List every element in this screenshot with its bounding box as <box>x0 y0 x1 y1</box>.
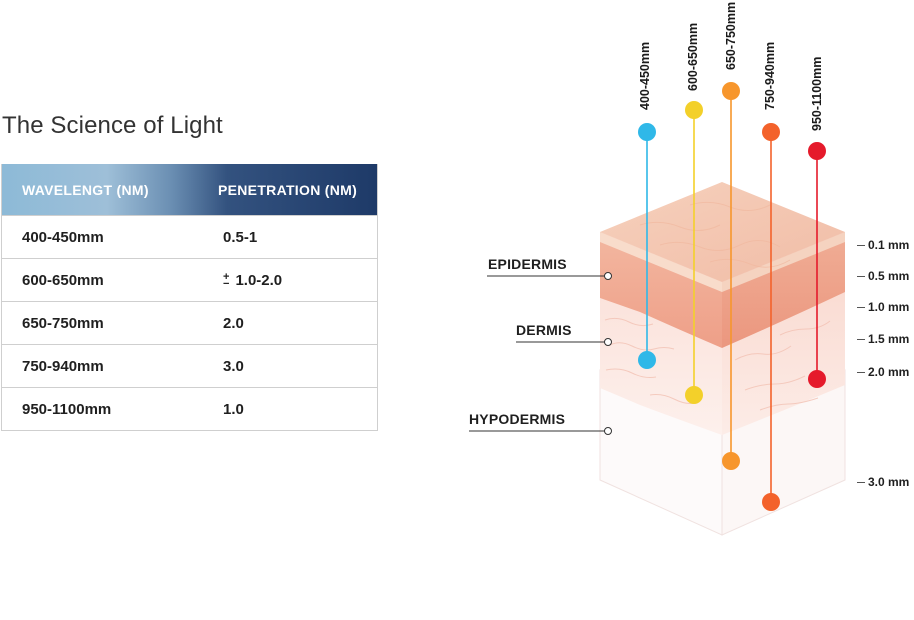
plus-minus-icon: + − <box>223 270 230 290</box>
wavelength-label-750: 750-940mm <box>763 41 777 110</box>
cell-wavelength: 650-750mm <box>22 314 104 332</box>
depth-label: 0.1 mm <box>857 238 909 252</box>
table-row: 950-1100mm 1.0 <box>2 387 377 430</box>
header-penetration: PENETRATION (NM) <box>218 181 358 198</box>
table-row: 600-650mm + − 1.0-2.0 <box>2 258 377 301</box>
depth-label: 1.5 mm <box>857 332 909 346</box>
beam-end-dot-600-650 <box>685 386 703 404</box>
epidermis-layer <box>600 182 845 348</box>
cell-wavelength: 600-650mm <box>22 271 104 289</box>
beam-end-dot-400-450 <box>638 351 656 369</box>
beam-end-dot-650-750 <box>722 452 740 470</box>
cell-wavelength: 950-1100mm <box>22 400 112 418</box>
beam-end-dot-950-1100 <box>808 370 826 388</box>
beam-start-dot-600-650 <box>685 101 703 119</box>
beam-start-dot-750-940 <box>762 123 780 141</box>
layer-label-dermis: DERMIS <box>516 322 572 338</box>
depth-label: 1.0 mm <box>857 300 909 314</box>
depth-label: 2.0 mm <box>857 365 909 379</box>
wavelength-label-650: 650-750mm <box>724 1 738 70</box>
cell-penetration: + − 1.0-2.0 <box>202 270 283 290</box>
depth-label: 0.5 mm <box>857 269 909 283</box>
wavelength-beams <box>638 82 826 511</box>
penetration-table: WAVELENGT (NM) PENETRATION (NM) 400-450m… <box>1 164 378 431</box>
depth-label: 3.0 mm <box>857 475 909 489</box>
cell-wavelength: 400-450mm <box>22 228 104 246</box>
table-row: 400-450mm 0.5-1 <box>2 215 377 258</box>
wavelength-label-600: 600-650mm <box>686 22 700 91</box>
cell-penetration: 3.0 <box>223 357 244 375</box>
cell-penetration: 1.0 <box>223 400 244 418</box>
layer-pointers <box>469 272 612 435</box>
table-row: 750-940mm 3.0 <box>2 344 377 387</box>
wavelength-label-400: 400-450mm <box>638 41 652 110</box>
layer-label-epidermis: EPIDERMIS <box>488 256 567 272</box>
page-title: The Science of Light <box>2 112 223 139</box>
cell-wavelength: 750-940mm <box>22 357 104 375</box>
table-header: WAVELENGT (NM) PENETRATION (NM) <box>2 164 377 215</box>
layer-label-hypodermis: HYPODERMIS <box>469 411 566 427</box>
cell-penetration: 0.5-1 <box>223 228 258 246</box>
beam-end-dot-750-940 <box>762 493 780 511</box>
beam-start-dot-400-450 <box>638 123 656 141</box>
header-wavelength: WAVELENGT (NM) <box>22 181 149 198</box>
cell-penetration-value: 1.0-2.0 <box>235 271 283 289</box>
wavelength-label-950: 950-1100mm <box>810 56 824 131</box>
beam-start-dot-650-750 <box>722 82 740 100</box>
table-row: 650-750mm 2.0 <box>2 301 377 344</box>
cell-penetration: 2.0 <box>223 314 244 332</box>
beam-start-dot-950-1100 <box>808 142 826 160</box>
